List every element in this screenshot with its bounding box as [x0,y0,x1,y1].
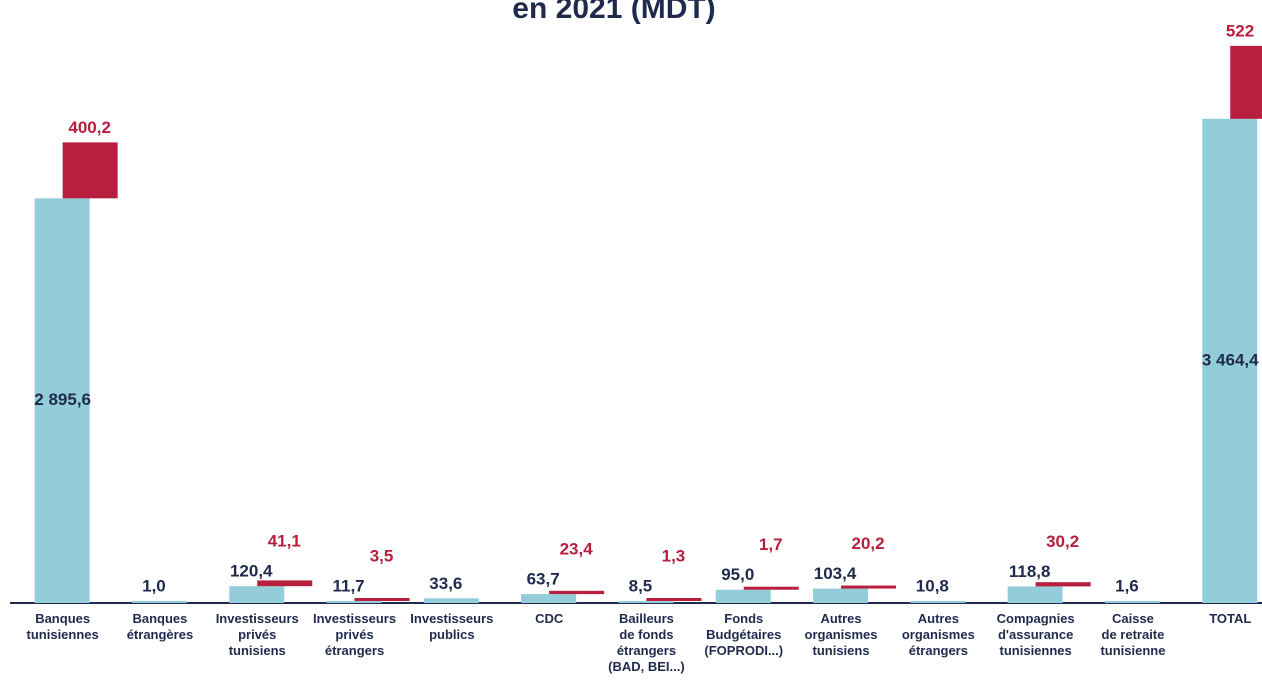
bar [1202,118,1258,603]
x-tick-label: Autres organismes étrangers [902,611,975,658]
bar [743,586,799,590]
x-tick-label: Fonds Budgétaires (FOPRODI...) [704,611,783,658]
x-tick-label: TOTAL [1209,611,1251,626]
x-tick-label: Banques étrangères [127,611,193,642]
data-label: 118,8 [1009,562,1051,581]
x-tick-label: CDC [535,611,564,626]
data-label: 41,1 [268,532,301,551]
data-label: 3 464,4 [1202,350,1259,369]
data-label: 95,0 [721,565,754,584]
bar [1035,582,1091,587]
data-label: 1,7 [759,535,783,554]
x-tick-label: Banques tunisiennes [27,611,99,642]
data-label: 23,4 [560,540,594,559]
bar [1104,601,1160,603]
bar [131,601,187,603]
data-label: 20,2 [852,534,885,553]
bar [813,588,869,603]
bar [326,601,382,603]
bar [1230,45,1262,119]
x-tick-label: Investisseurs privés étrangers [313,611,396,658]
bar [62,142,118,199]
data-label: 1,6 [1115,576,1139,595]
bar [715,589,771,603]
bar [1007,586,1063,603]
x-tick-label: Investisseurs privés tunisiens [216,611,299,658]
bar [34,198,90,603]
data-label: 8,5 [629,576,653,595]
data-label: 11,7 [332,576,364,595]
x-tick-label: Bailleurs de fonds étrangers (BAD, BEI...) [608,611,685,674]
data-label: 103,4 [814,564,857,583]
bar [257,580,313,587]
bar [423,598,479,603]
bar [841,585,897,589]
data-label: 120,4 [230,562,273,581]
data-label: 3,5 [370,546,394,565]
x-tick-label: Autres organismes tunisiens [805,611,878,658]
bar [229,586,285,603]
data-label: 30,2 [1046,532,1079,551]
bar [521,594,577,603]
data-label: 63,7 [527,570,560,589]
data-label: 1,0 [142,576,166,595]
data-label: 400,2 [68,118,111,137]
data-label: 10,8 [916,576,949,595]
bar [646,598,702,601]
data-label: 1,3 [662,546,686,565]
bar [618,601,674,603]
x-tick-label: Compagnies d'assurance tunisiennes [997,611,1075,658]
bar [910,601,966,603]
x-tick-label: Caisse de retraite tunisienne [1100,611,1165,658]
bar [354,598,410,601]
x-tick-label: Investisseurs publics [410,611,493,642]
bar [549,590,605,595]
chart-title: en 2021 (MDT) [512,0,715,25]
data-label: 2 895,6 [34,390,91,409]
data-label: 522 [1226,21,1254,40]
data-label: 33,6 [429,574,462,593]
